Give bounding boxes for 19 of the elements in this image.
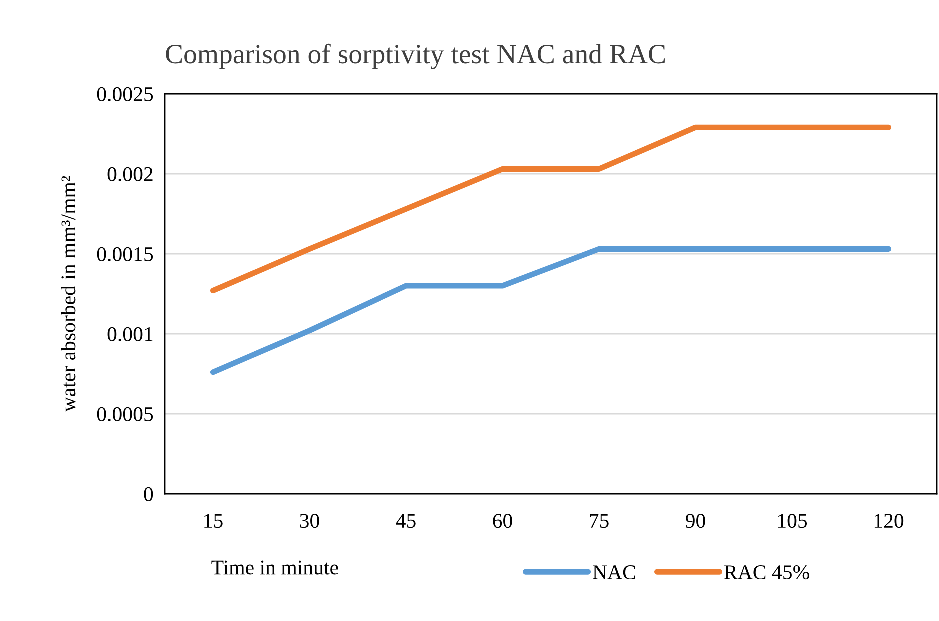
x-tick-label: 15 <box>204 514 223 528</box>
y-tick-label: 0.0015 <box>97 247 154 262</box>
y-tick-label: 0.0025 <box>97 87 154 102</box>
x-tick-label: 60 <box>493 514 512 528</box>
x-tick-label: 105 <box>778 514 808 528</box>
x-tick-label: 45 <box>396 514 416 528</box>
y-tick-label: 0.002 <box>108 167 153 182</box>
y-tick-label: 0.001 <box>108 327 153 342</box>
legend-label: RAC 45% <box>724 565 810 580</box>
x-tick-label: 90 <box>686 514 706 528</box>
legend-label: NAC <box>593 566 636 580</box>
y-tick-label: 0.0005 <box>97 407 154 422</box>
x-tick-label: 75 <box>590 514 609 528</box>
x-tick-label: 30 <box>300 514 320 528</box>
y-axis-title: water absorbed in mm³/mm² <box>61 176 76 412</box>
y-tick-label: 0 <box>144 487 154 502</box>
x-tick-label: 120 <box>874 514 904 528</box>
chart-title: Comparison of sorptivity test NAC and RAC <box>166 44 665 70</box>
x-axis-title: Time in minute <box>212 560 338 575</box>
